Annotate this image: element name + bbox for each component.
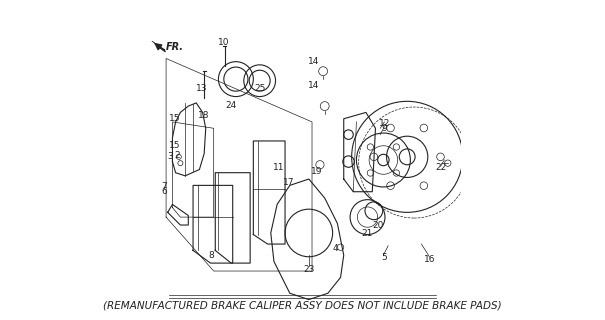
Text: 4: 4 bbox=[333, 244, 339, 253]
Text: 2: 2 bbox=[174, 151, 180, 160]
Text: 7: 7 bbox=[162, 181, 168, 190]
Text: 22: 22 bbox=[435, 164, 446, 172]
Text: FR.: FR. bbox=[166, 42, 184, 52]
Text: 3: 3 bbox=[167, 152, 173, 161]
Text: 20: 20 bbox=[372, 220, 384, 229]
Text: 18: 18 bbox=[198, 111, 209, 120]
Text: 14: 14 bbox=[308, 81, 319, 90]
Text: 25: 25 bbox=[255, 84, 266, 93]
Text: 9: 9 bbox=[382, 124, 387, 133]
Text: 12: 12 bbox=[379, 119, 390, 128]
Text: 5: 5 bbox=[382, 253, 387, 262]
Text: 24: 24 bbox=[226, 101, 237, 110]
Text: 6: 6 bbox=[162, 187, 168, 196]
Text: 14: 14 bbox=[308, 57, 319, 66]
Text: 16: 16 bbox=[424, 255, 435, 264]
Text: 8: 8 bbox=[209, 251, 214, 260]
Text: 11: 11 bbox=[273, 164, 284, 172]
Text: 15: 15 bbox=[169, 114, 181, 123]
Text: 19: 19 bbox=[311, 167, 322, 176]
Text: 21: 21 bbox=[362, 229, 373, 238]
Polygon shape bbox=[152, 41, 165, 52]
Text: (REMANUFACTURED BRAKE CALIPER ASSY DOES NOT INCLUDE BRAKE PADS): (REMANUFACTURED BRAKE CALIPER ASSY DOES … bbox=[103, 301, 502, 311]
Text: 17: 17 bbox=[283, 178, 294, 187]
Text: 23: 23 bbox=[304, 265, 315, 274]
Text: 13: 13 bbox=[196, 84, 208, 93]
Text: 15: 15 bbox=[169, 141, 181, 150]
Text: 10: 10 bbox=[218, 38, 229, 47]
